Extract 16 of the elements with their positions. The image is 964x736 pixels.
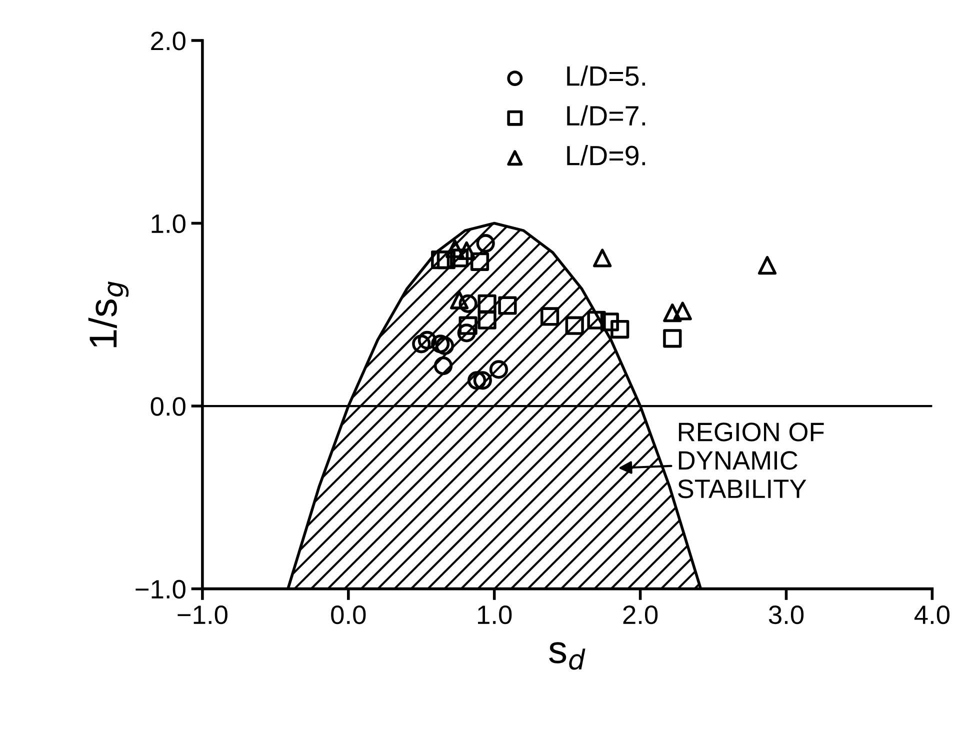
x-tick-label: 0.0 (331, 605, 366, 624)
y-tick-label: 2.0 (151, 32, 186, 50)
x-tick-label: 1.0 (478, 605, 512, 624)
x-tick-label: 3.0 (768, 605, 804, 624)
legend-label: L/D=9. (567, 145, 645, 166)
y-tick-label: −1.0 (136, 580, 186, 599)
legend-label: L/D=5. (567, 65, 645, 86)
annotation: REGION OF DYNAMIC STABILITY (678, 422, 824, 498)
legend-label: L/D=7. (567, 105, 645, 126)
y-tick-label: 1.0 (152, 214, 186, 234)
x-axis-title: s$_{d}$ (549, 642, 586, 670)
x-tick-label: 4.0 (914, 605, 950, 624)
y-tick-label: 0.0 (150, 397, 186, 416)
x-tick-label: 2.0 (623, 605, 658, 624)
x-tick-label: −1.0 (178, 605, 228, 624)
y-axis-title: 1/s$_{g}$ (88, 282, 129, 348)
